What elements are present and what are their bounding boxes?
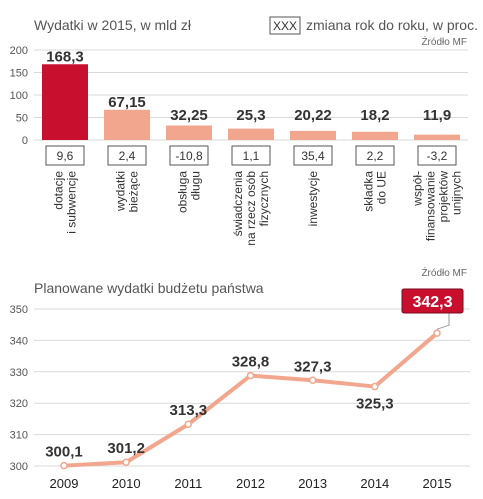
data-point [433, 329, 441, 337]
change-box [293, 145, 333, 166]
bar [290, 130, 336, 140]
bar-chart-source: Źródło MF [421, 35, 467, 48]
bar-category-label: projektów [437, 171, 451, 223]
data-point [60, 461, 68, 470]
x-tick-label: 2013 [298, 476, 327, 491]
line-chart-source: Źródło MF [421, 266, 467, 279]
line-y-tick-label: 350 [10, 304, 28, 316]
bar-category-label: finansowanie [424, 171, 438, 241]
change-box [169, 145, 209, 166]
bar-value-label: 18,2 [360, 107, 389, 124]
bar-chart-title: Wydatki w 2015, w mld zł [34, 17, 192, 33]
change-box [231, 145, 271, 166]
bar-value-label: 25,3 [236, 107, 265, 124]
bar-category-label: obsługa [176, 171, 190, 213]
bar-value-label: 168,3 [46, 48, 84, 65]
bar-value-label: 20,22 [294, 107, 332, 124]
change-box [45, 145, 85, 166]
line-y-tick-label: 330 [10, 367, 28, 379]
change-label: -10,8 [175, 149, 203, 163]
bar-value-label: 11,9 [423, 107, 451, 124]
highlight-value-label: 342,3 [412, 294, 452, 311]
bar [352, 131, 398, 140]
bar-category-label: długu [189, 171, 203, 200]
change-box [417, 145, 457, 166]
bar-category-label: unijnych [450, 171, 464, 215]
change-label: 2,2 [367, 149, 384, 163]
bar-category-label: inwestycje [306, 171, 320, 227]
bar-category-label: do UE [375, 171, 389, 204]
legend-box [269, 16, 301, 35]
data-point [246, 371, 255, 380]
highlight-value-box [401, 288, 464, 314]
line-chart: 350 340 330 320 310 300 2009 300,1 2010 301,2 2011… [10, 288, 470, 491]
bar-category-label: fizycznych [257, 171, 271, 226]
bar-y-tick-label: 0 [22, 135, 28, 147]
bar-y-tick-label: 50 [16, 113, 28, 125]
point-value-label: 328,8 [232, 354, 270, 371]
bar-y-tick-label: 200 [10, 45, 28, 57]
x-tick-label: 2010 [112, 476, 141, 491]
line-y-tick-label: 320 [10, 398, 28, 410]
x-tick-label: 2014 [360, 476, 389, 491]
bar-category-label: dotacje [52, 171, 66, 210]
legend-label: zmiana rok do roku, w proc. [306, 17, 478, 33]
data-point [184, 420, 193, 428]
point-value-label: 325,3 [356, 396, 394, 413]
bar-category-label: na rzecz osób [244, 171, 258, 246]
line-chart-title: Planowane wydatki budżetu państwa [34, 280, 264, 296]
bar [104, 109, 150, 140]
x-tick-label: 2015 [423, 476, 452, 491]
bar [166, 125, 212, 140]
change-label: 9,6 [57, 149, 74, 163]
change-label: 35,4 [301, 149, 325, 163]
bar-y-tick-label: 100 [10, 90, 28, 102]
bar [414, 134, 460, 140]
data-point [122, 458, 130, 466]
point-value-label: 327,3 [294, 358, 332, 375]
data-point [371, 382, 379, 391]
bar-category-label: współ- [411, 171, 425, 207]
bar-category-label: składka [362, 171, 376, 212]
bar [42, 64, 88, 140]
change-label: -3,2 [427, 149, 448, 163]
bar-y-tick-label: 150 [10, 68, 28, 80]
x-tick-label: 2011 [174, 476, 202, 491]
x-tick-label: 2009 [50, 476, 79, 491]
bar-category-label: wydatki [114, 171, 128, 212]
bar-value-label: 67,15 [108, 94, 146, 111]
point-value-label: 301,2 [107, 440, 145, 457]
bar-category-label: i subwencje [65, 171, 79, 234]
legend-box-label: XXX [273, 19, 297, 33]
highlight-leader [436, 313, 450, 330]
line-y-tick-label: 340 [10, 335, 28, 347]
bar-category-label: bieżące [127, 171, 141, 213]
point-value-label: 300,1 [45, 444, 83, 461]
bar-chart: 200 150 100 50 0 168,3 9,6 dotacje i subwencje 67… [10, 45, 468, 246]
bar [228, 128, 274, 140]
line-y-tick-label: 300 [10, 461, 28, 473]
bar-category-label: świadczenia [231, 171, 245, 237]
change-box [355, 145, 395, 166]
change-label: 2,4 [119, 149, 136, 163]
line-y-tick-label: 310 [10, 430, 28, 442]
change-label: 1,1 [243, 149, 260, 163]
data-point [308, 376, 317, 385]
change-box [107, 145, 147, 166]
bar-value-label: 32,25 [170, 107, 208, 124]
point-value-label: 313,3 [170, 402, 208, 419]
x-tick-label: 2012 [236, 476, 265, 491]
